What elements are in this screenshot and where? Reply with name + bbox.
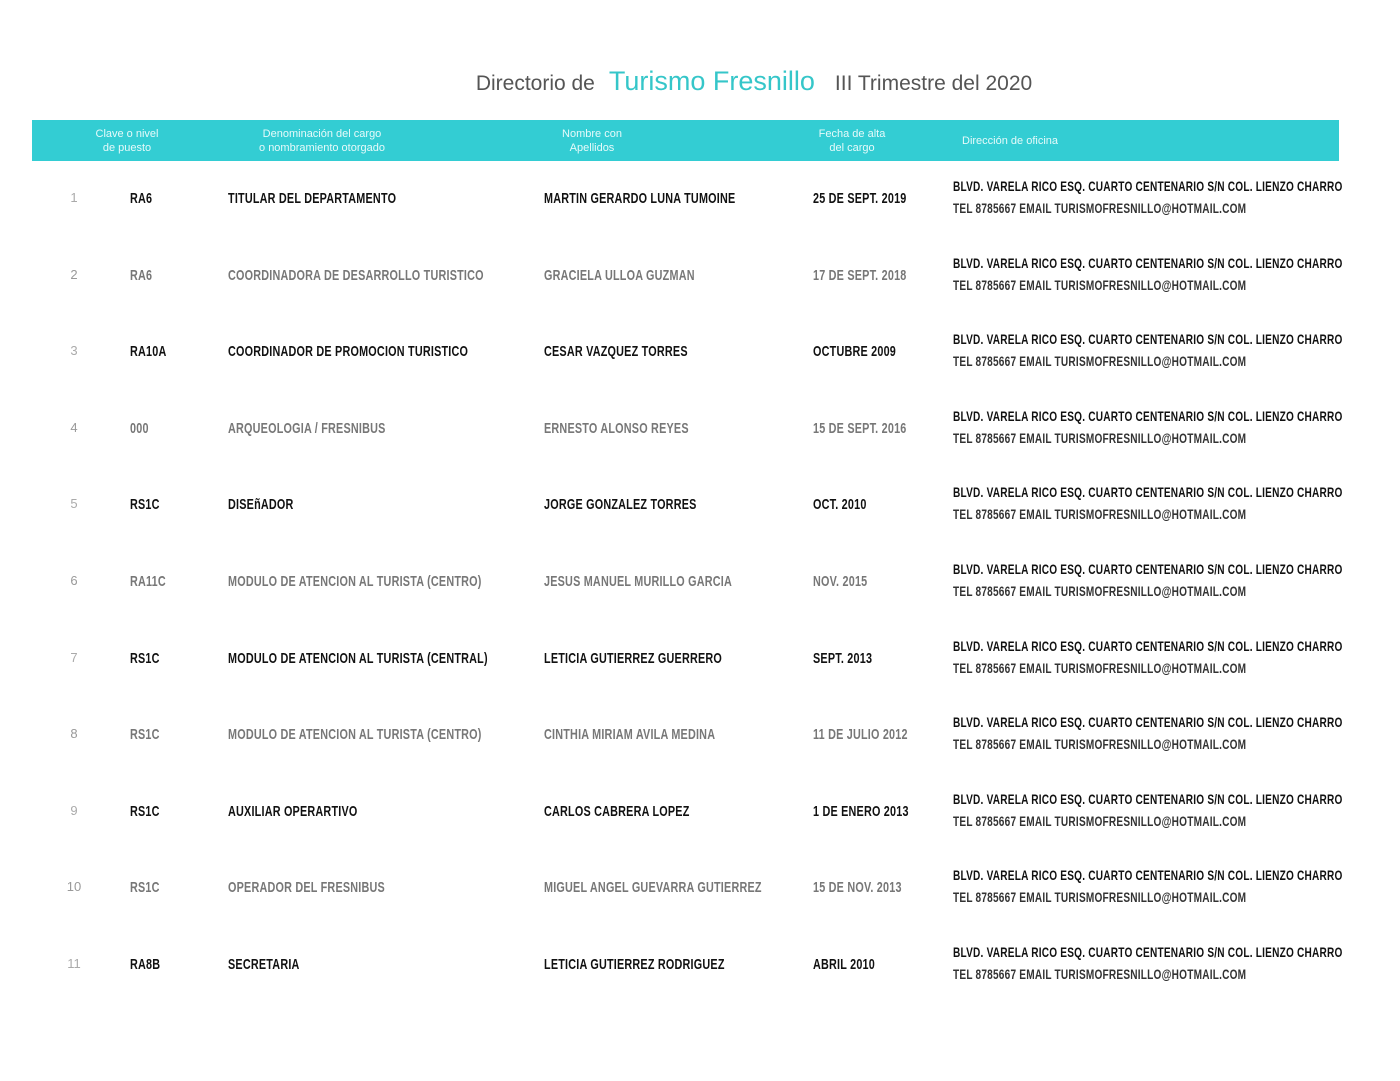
header-nombre: Nombre con Apellidos: [562, 128, 622, 154]
header-direccion: Dirección de oficina: [962, 135, 1058, 147]
fecha-cell: SEPT. 2013: [813, 649, 873, 667]
table-row: 4 000 ARQUEOLOGIA / FRESNIBUS ERNESTO ALONS…: [0, 404, 1400, 454]
row-number: 6: [70, 573, 78, 588]
nombre-cell: LETICIA GUTIERREZ RODRIGUEZ: [544, 956, 725, 973]
cargo-cell: MODULO DE ATENCION AL TURISTA (CENTRAL): [228, 649, 488, 667]
row-number: 7: [70, 649, 78, 665]
row-number: 4: [70, 419, 78, 435]
table-row: 2 RA6 COORDINADORA DE DESARROLLO TURISTICO…: [0, 251, 1400, 301]
title-prefix: Directorio de: [475, 72, 595, 95]
address-line: BLVD. VARELA RICO ESQ. CUARTO CENTENARIO…: [953, 331, 1343, 348]
cargo-cell: MODULO DE ATENCION AL TURISTA (CENTRO): [228, 573, 482, 590]
fecha-cell: 17 DE SEPT. 2018: [813, 266, 907, 284]
row-number: 2: [70, 266, 78, 282]
nombre-cell: ERNESTO ALONSO REYES: [544, 419, 689, 437]
cargo-cell: TITULAR DEL DEPARTAMENTO: [228, 190, 397, 207]
nombre-cell: CESAR VAZQUEZ TORRES: [544, 343, 688, 361]
nombre-cell: JORGE GONZALEZ TORRES: [544, 496, 697, 514]
clave-cell: RS1C: [130, 649, 160, 667]
clave-cell: RA8B: [130, 956, 161, 973]
nombre-cell: MARTIN GERARDO LUNA TUMOINE: [544, 190, 736, 207]
fecha-cell: OCTUBRE 2009: [813, 343, 897, 361]
row-number: 9: [70, 802, 78, 818]
contact-line: TEL 8785667 EMAIL TURISMOFRESNILLO@HOTMA…: [953, 200, 1247, 216]
table-row: 8 RS1C MODULO DE ATENCION AL TURISTA (CENT…: [0, 710, 1400, 760]
cargo-cell: MODULO DE ATENCION AL TURISTA (CENTRO): [228, 726, 482, 744]
nombre-cell: MIGUEL ANGEL GUEVARRA GUTIERREZ: [544, 879, 762, 897]
row-number: 10: [66, 879, 82, 895]
row-number: 11: [67, 956, 81, 971]
contact-line: TEL 8785667 EMAIL TURISMOFRESNILLO@HOTMA…: [953, 889, 1247, 906]
fecha-cell: ABRIL 2010: [813, 956, 875, 973]
fecha-cell: 11 DE JULIO 2012: [813, 726, 908, 744]
address-line: BLVD. VARELA RICO ESQ. CUARTO CENTENARIO…: [953, 867, 1343, 884]
address-line: BLVD. VARELA RICO ESQ. CUARTO CENTENARIO…: [953, 714, 1343, 731]
clave-cell: RA6: [130, 190, 153, 207]
clave-cell: RS1C: [130, 879, 160, 897]
clave-cell: RA6: [130, 266, 153, 284]
table-header: Clave o nivel de puesto Denominación del …: [32, 120, 1339, 161]
clave-cell: RS1C: [130, 726, 160, 744]
cargo-cell: ARQUEOLOGIA / FRESNIBUS: [228, 419, 386, 437]
contact-line: TEL 8785667 EMAIL TURISMOFRESNILLO@HOTMA…: [953, 276, 1247, 293]
nombre-cell: GRACIELA ULLOA GUZMAN: [544, 266, 695, 284]
clave-cell: 000: [130, 419, 149, 437]
row-number: 1: [70, 190, 78, 205]
fecha-cell: 25 DE SEPT. 2019: [813, 190, 907, 207]
contact-line: TEL 8785667 EMAIL TURISMOFRESNILLO@HOTMA…: [953, 966, 1247, 982]
cargo-cell: COORDINADOR DE PROMOCION TURISTICO: [228, 343, 469, 361]
clave-cell: RS1C: [130, 802, 160, 820]
title-period: III Trimestre del 2020: [834, 72, 1033, 95]
row-number: 8: [70, 726, 78, 742]
address-line: BLVD. VARELA RICO ESQ. CUARTO CENTENARIO…: [953, 944, 1343, 960]
table-row: 1 RA6 TITULAR DEL DEPARTAMENTO MARTIN GERAR…: [0, 174, 1400, 224]
nombre-cell: LETICIA GUTIERREZ GUERRERO: [544, 649, 723, 667]
contact-line: TEL 8785667 EMAIL TURISMOFRESNILLO@HOTMA…: [953, 736, 1247, 753]
cargo-cell: DISEñADOR: [228, 496, 294, 514]
cargo-cell: COORDINADORA DE DESARROLLO TURISTICO: [228, 266, 484, 284]
table-row: 6 RA11C MODULO DE ATENCION AL TURISTA (CEN…: [0, 557, 1400, 607]
cargo-cell: OPERADOR DEL FRESNIBUS: [228, 879, 385, 897]
row-number: 5: [70, 496, 78, 512]
address-line: BLVD. VARELA RICO ESQ. CUARTO CENTENARIO…: [953, 254, 1343, 271]
contact-line: TEL 8785667 EMAIL TURISMOFRESNILLO@HOTMA…: [953, 583, 1247, 599]
cargo-cell: SECRETARIA: [228, 956, 300, 973]
row-number: 3: [70, 343, 78, 359]
cargo-cell: AUXILIAR OPERARTIVO: [228, 802, 358, 820]
nombre-cell: CARLOS CABRERA LOPEZ: [544, 802, 690, 820]
fecha-cell: 1 DE ENERO 2013: [813, 802, 909, 820]
clave-cell: RS1C: [130, 496, 160, 514]
fecha-cell: OCT. 2010: [813, 496, 867, 514]
title-brand: Turismo Fresnillo: [608, 66, 815, 96]
clave-cell: RA10A: [130, 343, 167, 361]
clave-cell: RA11C: [130, 573, 166, 590]
contact-line: TEL 8785667 EMAIL TURISMOFRESNILLO@HOTMA…: [953, 506, 1247, 523]
nombre-cell: JESUS MANUEL MURILLO GARCIA: [544, 573, 733, 590]
address-line: BLVD. VARELA RICO ESQ. CUARTO CENTENARIO…: [953, 407, 1343, 424]
fecha-cell: 15 DE SEPT. 2016: [813, 419, 907, 437]
contact-line: TEL 8785667 EMAIL TURISMOFRESNILLO@HOTMA…: [953, 353, 1247, 370]
table-row: 9 RS1C AUXILIAR OPERARTIVO CARLOS CABRERA L…: [0, 787, 1400, 837]
header-fecha: Fecha de alta del cargo: [818, 128, 886, 154]
table-row: 7 RS1C MODULO DE ATENCION AL TURISTA (CENT…: [0, 634, 1400, 684]
nombre-cell: CINTHIA MIRIAM AVILA MEDINA: [544, 726, 716, 744]
header-cargo: Denominación del cargo o nombramiento oto…: [259, 128, 385, 154]
table-row: 5 RS1C DISEñADOR JORGE GONZALEZ TORRES OCT. …: [0, 480, 1400, 530]
address-line: BLVD. VARELA RICO ESQ. CUARTO CENTENARIO…: [953, 561, 1343, 577]
address-line: BLVD. VARELA RICO ESQ. CUARTO CENTENARIO…: [953, 484, 1343, 501]
address-line: BLVD. VARELA RICO ESQ. CUARTO CENTENARIO…: [953, 178, 1343, 194]
fecha-cell: NOV. 2015: [813, 573, 868, 590]
fecha-cell: 15 DE NOV. 2013: [813, 879, 902, 897]
page-title: Directorio de Turismo Fresnillo III Trimes…: [0, 66, 1400, 97]
address-line: BLVD. VARELA RICO ESQ. CUARTO CENTENARIO…: [953, 790, 1343, 807]
address-line: BLVD. VARELA RICO ESQ. CUARTO CENTENARIO…: [953, 637, 1343, 654]
table-row: 10 RS1C OPERADOR DEL FRESNIBUS MIGUEL ANGEL…: [0, 863, 1400, 913]
table-row: 11 RA8B SECRETARIA LETICIA GUTIERREZ RODRIG…: [0, 940, 1400, 990]
contact-line: TEL 8785667 EMAIL TURISMOFRESNILLO@HOTMA…: [953, 812, 1247, 829]
header-clave: Clave o nivel de puesto: [95, 128, 159, 154]
table-row: 3 RA10A COORDINADOR DE PROMOCION TURISTICO…: [0, 327, 1400, 377]
contact-line: TEL 8785667 EMAIL TURISMOFRESNILLO@HOTMA…: [953, 429, 1247, 446]
contact-line: TEL 8785667 EMAIL TURISMOFRESNILLO@HOTMA…: [953, 659, 1247, 676]
